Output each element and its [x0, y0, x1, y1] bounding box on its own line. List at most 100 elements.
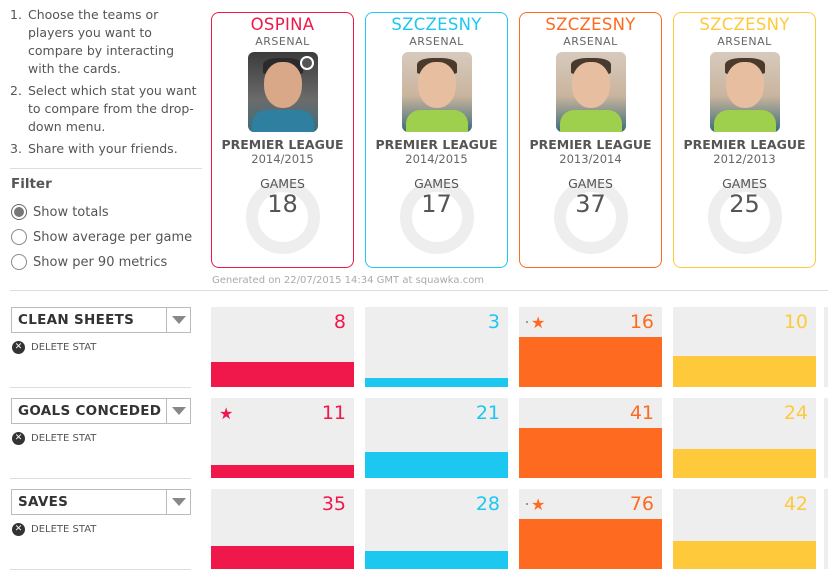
stat-bar: 8	[211, 307, 354, 387]
delete-stat-button[interactable]: ✕ DELETE STAT	[12, 432, 96, 445]
delete-stat-button[interactable]: ✕ DELETE STAT	[12, 341, 96, 354]
stat-bar: 16 ★	[519, 307, 662, 387]
season: 2013/2014	[559, 152, 622, 166]
stat-dropdown[interactable]: CLEAN SHEETS	[11, 307, 191, 333]
player-card[interactable]: SZCZESNY ARSENAL PREMIER LEAGUE 2013/201…	[519, 12, 662, 268]
close-icon[interactable]: ✕	[12, 523, 25, 536]
radio-button[interactable]	[11, 229, 27, 245]
games-value: 25	[729, 190, 760, 218]
star-icon: ★	[531, 313, 546, 332]
bar-fill	[673, 449, 816, 478]
league-name: PREMIER LEAGUE	[221, 137, 344, 152]
player-card[interactable]: SZCZESNY ARSENAL PREMIER LEAGUE 2014/201…	[365, 12, 508, 268]
stat-value: 28	[475, 493, 500, 515]
stat-value: 10	[783, 311, 808, 333]
chevron-down-icon[interactable]	[166, 308, 190, 332]
season: 2014/2015	[405, 152, 468, 166]
bar-fill	[365, 378, 508, 387]
divider	[10, 290, 828, 291]
stat-value: 3	[487, 311, 500, 333]
refresh-icon[interactable]	[299, 56, 314, 70]
star-icon: ★	[531, 495, 546, 514]
team-name: ARSENAL	[563, 35, 618, 48]
stat-value: 76	[629, 493, 654, 515]
games-value: 37	[575, 190, 606, 218]
delete-stat-label: DELETE STAT	[31, 433, 97, 444]
divider	[10, 478, 191, 479]
delete-stat-button[interactable]: ✕ DELETE STAT	[12, 523, 96, 536]
divider	[10, 387, 191, 388]
player-photo	[555, 52, 626, 132]
team-name: ARSENAL	[409, 35, 464, 48]
next-card-edge	[824, 489, 828, 569]
instruction-item: 3. Share with your friends.	[10, 141, 178, 156]
league-name: PREMIER LEAGUE	[529, 137, 652, 152]
stat-value: 42	[783, 493, 808, 515]
player-name: SZCZESNY	[699, 15, 790, 34]
bar-fill	[519, 428, 662, 478]
league-name: PREMIER LEAGUE	[375, 137, 498, 152]
games-label: GAMES	[722, 176, 767, 191]
player-card[interactable]: SZCZESNY ARSENAL PREMIER LEAGUE 2012/201…	[673, 12, 816, 268]
mins-label: MINS PLAYED	[674, 264, 815, 267]
chevron-down-icon[interactable]	[166, 490, 190, 514]
stat-bar: 35	[211, 489, 354, 569]
player-photo	[247, 52, 318, 132]
bar-fill	[673, 356, 816, 387]
mins-label: MINS PLAYED	[212, 264, 353, 267]
stat-value: 8	[333, 311, 346, 333]
season: 2012/2013	[713, 152, 776, 166]
stat-dropdown[interactable]: GOALS CONCEDED	[11, 398, 191, 424]
bar-fill	[365, 452, 508, 478]
stat-name: GOALS CONCEDED	[18, 403, 162, 419]
bar-fill	[211, 362, 354, 387]
close-icon[interactable]: ✕	[12, 341, 25, 354]
player-photo	[401, 52, 472, 132]
player-photo	[709, 52, 780, 132]
stat-name: CLEAN SHEETS	[18, 312, 135, 328]
stat-value: 41	[629, 402, 654, 424]
next-card-edge	[824, 307, 828, 387]
player-name: SZCZESNY	[545, 15, 636, 34]
next-card-edge	[824, 398, 828, 478]
instruction-item: 1. Choose the teams or players you want t…	[10, 7, 175, 76]
games-value: 18	[267, 190, 298, 218]
team-name: ARSENAL	[717, 35, 772, 48]
close-icon[interactable]: ✕	[12, 432, 25, 445]
divider	[10, 168, 202, 169]
delete-stat-label: DELETE STAT	[31, 342, 97, 353]
bar-fill	[519, 519, 662, 569]
mins-label: MINS PLAYED	[520, 264, 661, 267]
delete-stat-label: DELETE STAT	[31, 524, 97, 535]
stat-bar: 76 ★	[519, 489, 662, 569]
stat-value: 16	[629, 311, 654, 333]
filter-option-per90[interactable]: Show per 90 metrics	[11, 254, 167, 270]
stat-bar: 11 ★	[211, 398, 354, 478]
filter-option-totals[interactable]: Show totals	[11, 204, 109, 220]
games-label: GAMES	[260, 176, 305, 191]
instructions-list: 1. Choose the teams or players you want t…	[10, 6, 202, 162]
player-name: OSPINA	[250, 15, 315, 34]
player-name: SZCZESNY	[391, 15, 482, 34]
games-value: 17	[421, 190, 452, 218]
chevron-down-icon[interactable]	[166, 399, 190, 423]
player-card[interactable]: OSPINA ARSENAL PREMIER LEAGUE 2014/2015 …	[211, 12, 354, 268]
stat-value: 24	[783, 402, 808, 424]
stat-dropdown[interactable]: SAVES	[11, 489, 191, 515]
instruction-item: 2. Select which stat you want to compare …	[10, 83, 197, 134]
stat-bar: 42	[673, 489, 816, 569]
filter-option-average[interactable]: Show average per game	[11, 229, 192, 245]
radio-button[interactable]	[11, 254, 27, 270]
team-name: ARSENAL	[255, 35, 310, 48]
star-icon: ★	[219, 404, 234, 423]
bar-fill	[211, 546, 354, 569]
stat-bar: 41	[519, 398, 662, 478]
bar-fill	[519, 337, 662, 387]
stat-value: 21	[475, 402, 500, 424]
generated-note: Generated on 22/07/2015 14:34 GMT at squ…	[212, 275, 485, 286]
divider	[10, 569, 191, 570]
league-name: PREMIER LEAGUE	[683, 137, 806, 152]
stat-bar: 3	[365, 307, 508, 387]
bar-fill	[211, 465, 354, 478]
radio-button[interactable]	[11, 204, 27, 220]
